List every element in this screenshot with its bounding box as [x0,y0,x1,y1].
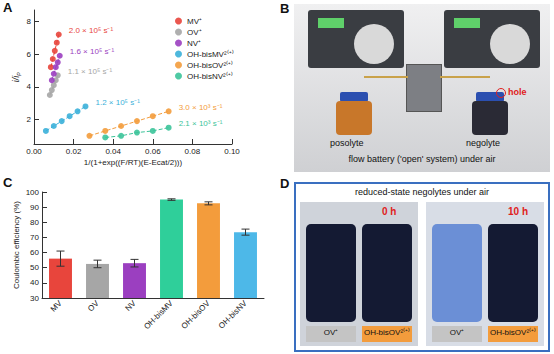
svg-text:3.0 × 10³ s⁻¹: 3.0 × 10³ s⁻¹ [179,103,223,112]
svg-text:OH-bisOV: OH-bisOV [180,298,213,331]
svg-text:6: 6 [27,50,32,59]
svg-text:0.00: 0.00 [26,147,42,156]
svg-text:80: 80 [30,218,39,227]
svg-text:100: 100 [26,188,40,197]
svg-text:60: 60 [30,248,39,257]
svg-text:NV⁺: NV⁺ [187,39,201,48]
html-text:D: D [280,176,290,191]
html-text:OH-bisOV²⁽⁺⁾: OH-bisOV²⁽⁺⁾ [363,328,411,337]
svg-text:NV: NV [123,298,138,313]
html-text:reduced-state negolytes under: reduced-state negolytes under air [355,187,489,197]
svg-text:OH-bisNV: OH-bisNV [217,298,249,330]
svg-text:2: 2 [27,115,32,124]
svg-text:0.06: 0.06 [145,147,161,156]
html-text:10 h: 10 h [508,206,528,217]
svg-text:0.10: 0.10 [224,147,240,156]
svg-text:MV⁺: MV⁺ [187,17,202,26]
svg-text:0.04: 0.04 [105,147,121,156]
svg-text:70: 70 [30,233,39,242]
html-text:OV⁺: OV⁺ [323,328,339,337]
svg-text:OH-bisOV²⁽⁺⁾: OH-bisOV²⁽⁺⁾ [187,60,233,70]
svg-text:2.0 × 10⁵ s⁻¹: 2.0 × 10⁵ s⁻¹ [69,26,114,35]
svg-text:2.1 × 10³ s⁻¹: 2.1 × 10³ s⁻¹ [179,119,223,128]
svg-text:C: C [3,175,13,190]
svg-text:40: 40 [30,278,39,287]
svg-text:1/(1+exp((F/RT)(E-Ecat/2))): 1/(1+exp((F/RT)(E-Ecat/2))) [84,158,183,167]
svg-text:Coulombic efficiency (%): Coulombic efficiency (%) [12,201,21,289]
svg-text:50: 50 [30,263,39,272]
html-text:OV⁺: OV⁺ [449,328,465,337]
svg-text:1.1 × 10⁵ s⁻¹: 1.1 × 10⁵ s⁻¹ [68,67,113,76]
svg-text:MV: MV [49,298,64,313]
svg-text:A: A [3,0,13,15]
html-text:OH-bisOV²⁽⁺⁾: OH-bisOV²⁽⁺⁾ [489,328,537,337]
svg-text:OH-bisMV: OH-bisMV [142,298,175,331]
svg-text:8: 8 [27,17,32,26]
svg-text:OV⁺: OV⁺ [187,28,202,37]
html-text:0 h: 0 h [382,206,397,217]
svg-text:OH-bisNV²⁽⁺⁾: OH-bisNV²⁽⁺⁾ [187,71,233,81]
html-text:hole: hole [508,87,527,97]
svg-text:0.02: 0.02 [66,147,82,156]
svg-text:OV: OV [86,298,101,313]
svg-text:1.6 × 10⁵ s⁻¹: 1.6 × 10⁵ s⁻¹ [70,47,115,56]
svg-text:30: 30 [30,294,39,303]
svg-text:90: 90 [30,203,39,212]
html-text:negolyte: negolyte [466,138,500,148]
svg-text:0.08: 0.08 [185,147,201,156]
html-text:B: B [280,1,290,16]
html-text:posolyte: posolyte [330,138,364,148]
svg-text:4: 4 [27,82,32,91]
svg-text:OH-bisMV²⁽⁺⁾: OH-bisMV²⁽⁺⁾ [187,49,234,59]
svg-text:1.2 × 10⁵ s⁻¹: 1.2 × 10⁵ s⁻¹ [95,98,140,107]
svg-text:i/iₚ: i/iₚ [11,72,22,83]
html-text:flow battery ('open' system) u: flow battery ('open' system) under air [348,154,496,164]
